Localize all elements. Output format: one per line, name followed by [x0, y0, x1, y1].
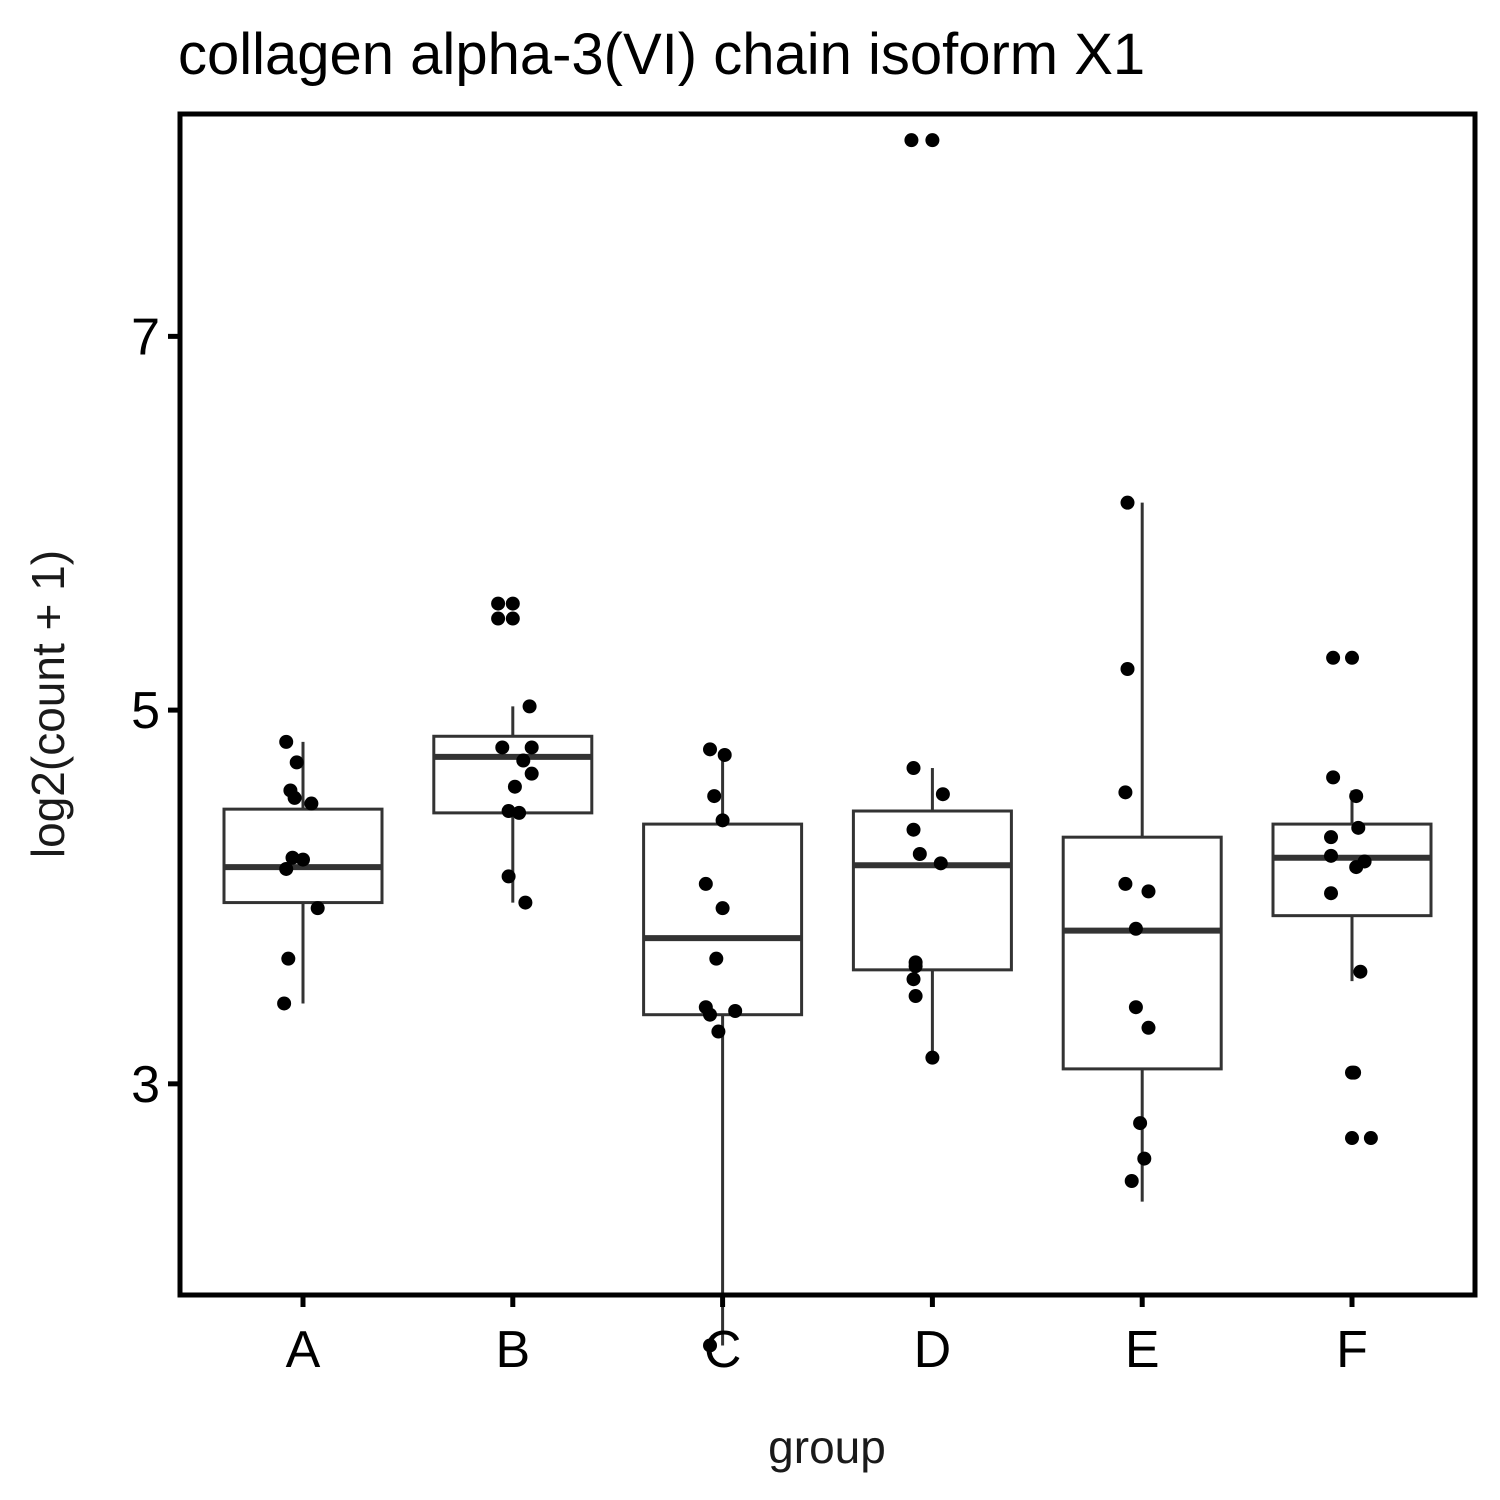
- data-point: [703, 1338, 718, 1353]
- x-tick-label: A: [286, 1321, 321, 1379]
- data-point: [1120, 661, 1135, 676]
- data-point: [522, 699, 537, 714]
- data-point: [501, 869, 516, 884]
- data-point: [904, 133, 919, 148]
- x-axis-title: group: [768, 1421, 886, 1473]
- data-point: [1128, 921, 1143, 936]
- data-point: [1326, 650, 1341, 665]
- data-point: [698, 876, 713, 891]
- data-point: [1363, 1131, 1378, 1146]
- data-point: [715, 901, 730, 916]
- x-tick-label: F: [1336, 1321, 1368, 1379]
- panel-border: [177, 111, 1478, 1298]
- data-point: [1351, 820, 1366, 835]
- box-iqr: [851, 809, 1013, 972]
- data-point: [1345, 650, 1359, 665]
- data-point: [501, 804, 516, 819]
- box-group-f: [1271, 790, 1433, 982]
- data-point: [524, 766, 539, 781]
- data-point: [287, 790, 302, 805]
- data-point: [707, 789, 722, 804]
- box-group-a: [222, 741, 384, 1004]
- data-point: [703, 742, 718, 757]
- y-tick-label: 7: [131, 308, 160, 366]
- box-iqr: [642, 822, 804, 1017]
- box-iqr: [432, 734, 594, 815]
- data-point: [906, 972, 921, 987]
- box-group-e: [1061, 502, 1223, 1202]
- box-group-c: [642, 749, 804, 1346]
- data-point: [1120, 495, 1135, 510]
- data-point: [1324, 830, 1339, 845]
- data-point: [516, 753, 531, 768]
- x-tick-label: B: [495, 1321, 530, 1379]
- x-tick-label: E: [1125, 1321, 1160, 1379]
- data-point: [495, 740, 510, 755]
- data-point: [1141, 884, 1156, 899]
- data-point: [908, 989, 923, 1004]
- data-point: [1349, 860, 1364, 875]
- data-point: [279, 861, 294, 876]
- data-point: [1345, 1131, 1359, 1146]
- data-point: [933, 856, 948, 871]
- data-point: [711, 1024, 726, 1039]
- data-point: [1324, 848, 1339, 863]
- data-point: [1353, 964, 1368, 979]
- data-point: [289, 755, 304, 770]
- data-point: [505, 611, 520, 626]
- data-point: [491, 596, 506, 611]
- data-point: [908, 959, 923, 974]
- data-point: [906, 822, 921, 837]
- plot-area: [222, 133, 1433, 1353]
- data-point: [1124, 1174, 1139, 1189]
- data-point: [906, 761, 921, 776]
- data-point: [935, 787, 950, 802]
- box-group-d: [851, 768, 1013, 1058]
- data-point: [1141, 1020, 1156, 1035]
- data-point: [1128, 1000, 1143, 1015]
- data-point: [279, 734, 294, 749]
- data-point: [296, 852, 310, 867]
- data-point: [491, 611, 506, 626]
- y-tick-label: 3: [131, 1056, 160, 1114]
- axes: 3 5 7 A B C D E F: [131, 308, 1368, 1379]
- data-point: [1324, 886, 1339, 901]
- x-tick-label: D: [914, 1321, 952, 1379]
- data-point: [1326, 770, 1341, 785]
- data-point: [505, 596, 520, 611]
- data-point: [925, 1050, 940, 1065]
- data-point: [1349, 789, 1364, 804]
- data-point: [717, 747, 732, 762]
- data-point: [512, 805, 527, 820]
- data-point: [1347, 1065, 1362, 1080]
- data-point: [310, 901, 325, 916]
- x-tick-label: C: [704, 1321, 742, 1379]
- data-point: [925, 133, 940, 148]
- data-point: [518, 895, 533, 910]
- y-axis-title: log2(count + 1): [22, 550, 74, 858]
- data-point: [285, 850, 300, 865]
- data-point: [281, 951, 296, 966]
- data-point: [715, 813, 730, 828]
- data-point: [1118, 785, 1133, 800]
- y-tick-label: 5: [131, 682, 160, 740]
- data-point: [709, 951, 724, 966]
- chart-title: collagen alpha-3(VI) chain isoform X1: [178, 22, 1145, 87]
- data-point: [912, 846, 927, 861]
- data-point: [507, 779, 522, 794]
- box-iqr: [1061, 835, 1223, 1071]
- data-point: [728, 1003, 743, 1018]
- data-point: [1118, 876, 1133, 891]
- data-point: [703, 1007, 718, 1022]
- data-point: [1133, 1116, 1148, 1131]
- data-point: [304, 796, 319, 811]
- data-point: [277, 996, 292, 1011]
- data-point: [1137, 1151, 1152, 1166]
- data-point: [524, 740, 539, 755]
